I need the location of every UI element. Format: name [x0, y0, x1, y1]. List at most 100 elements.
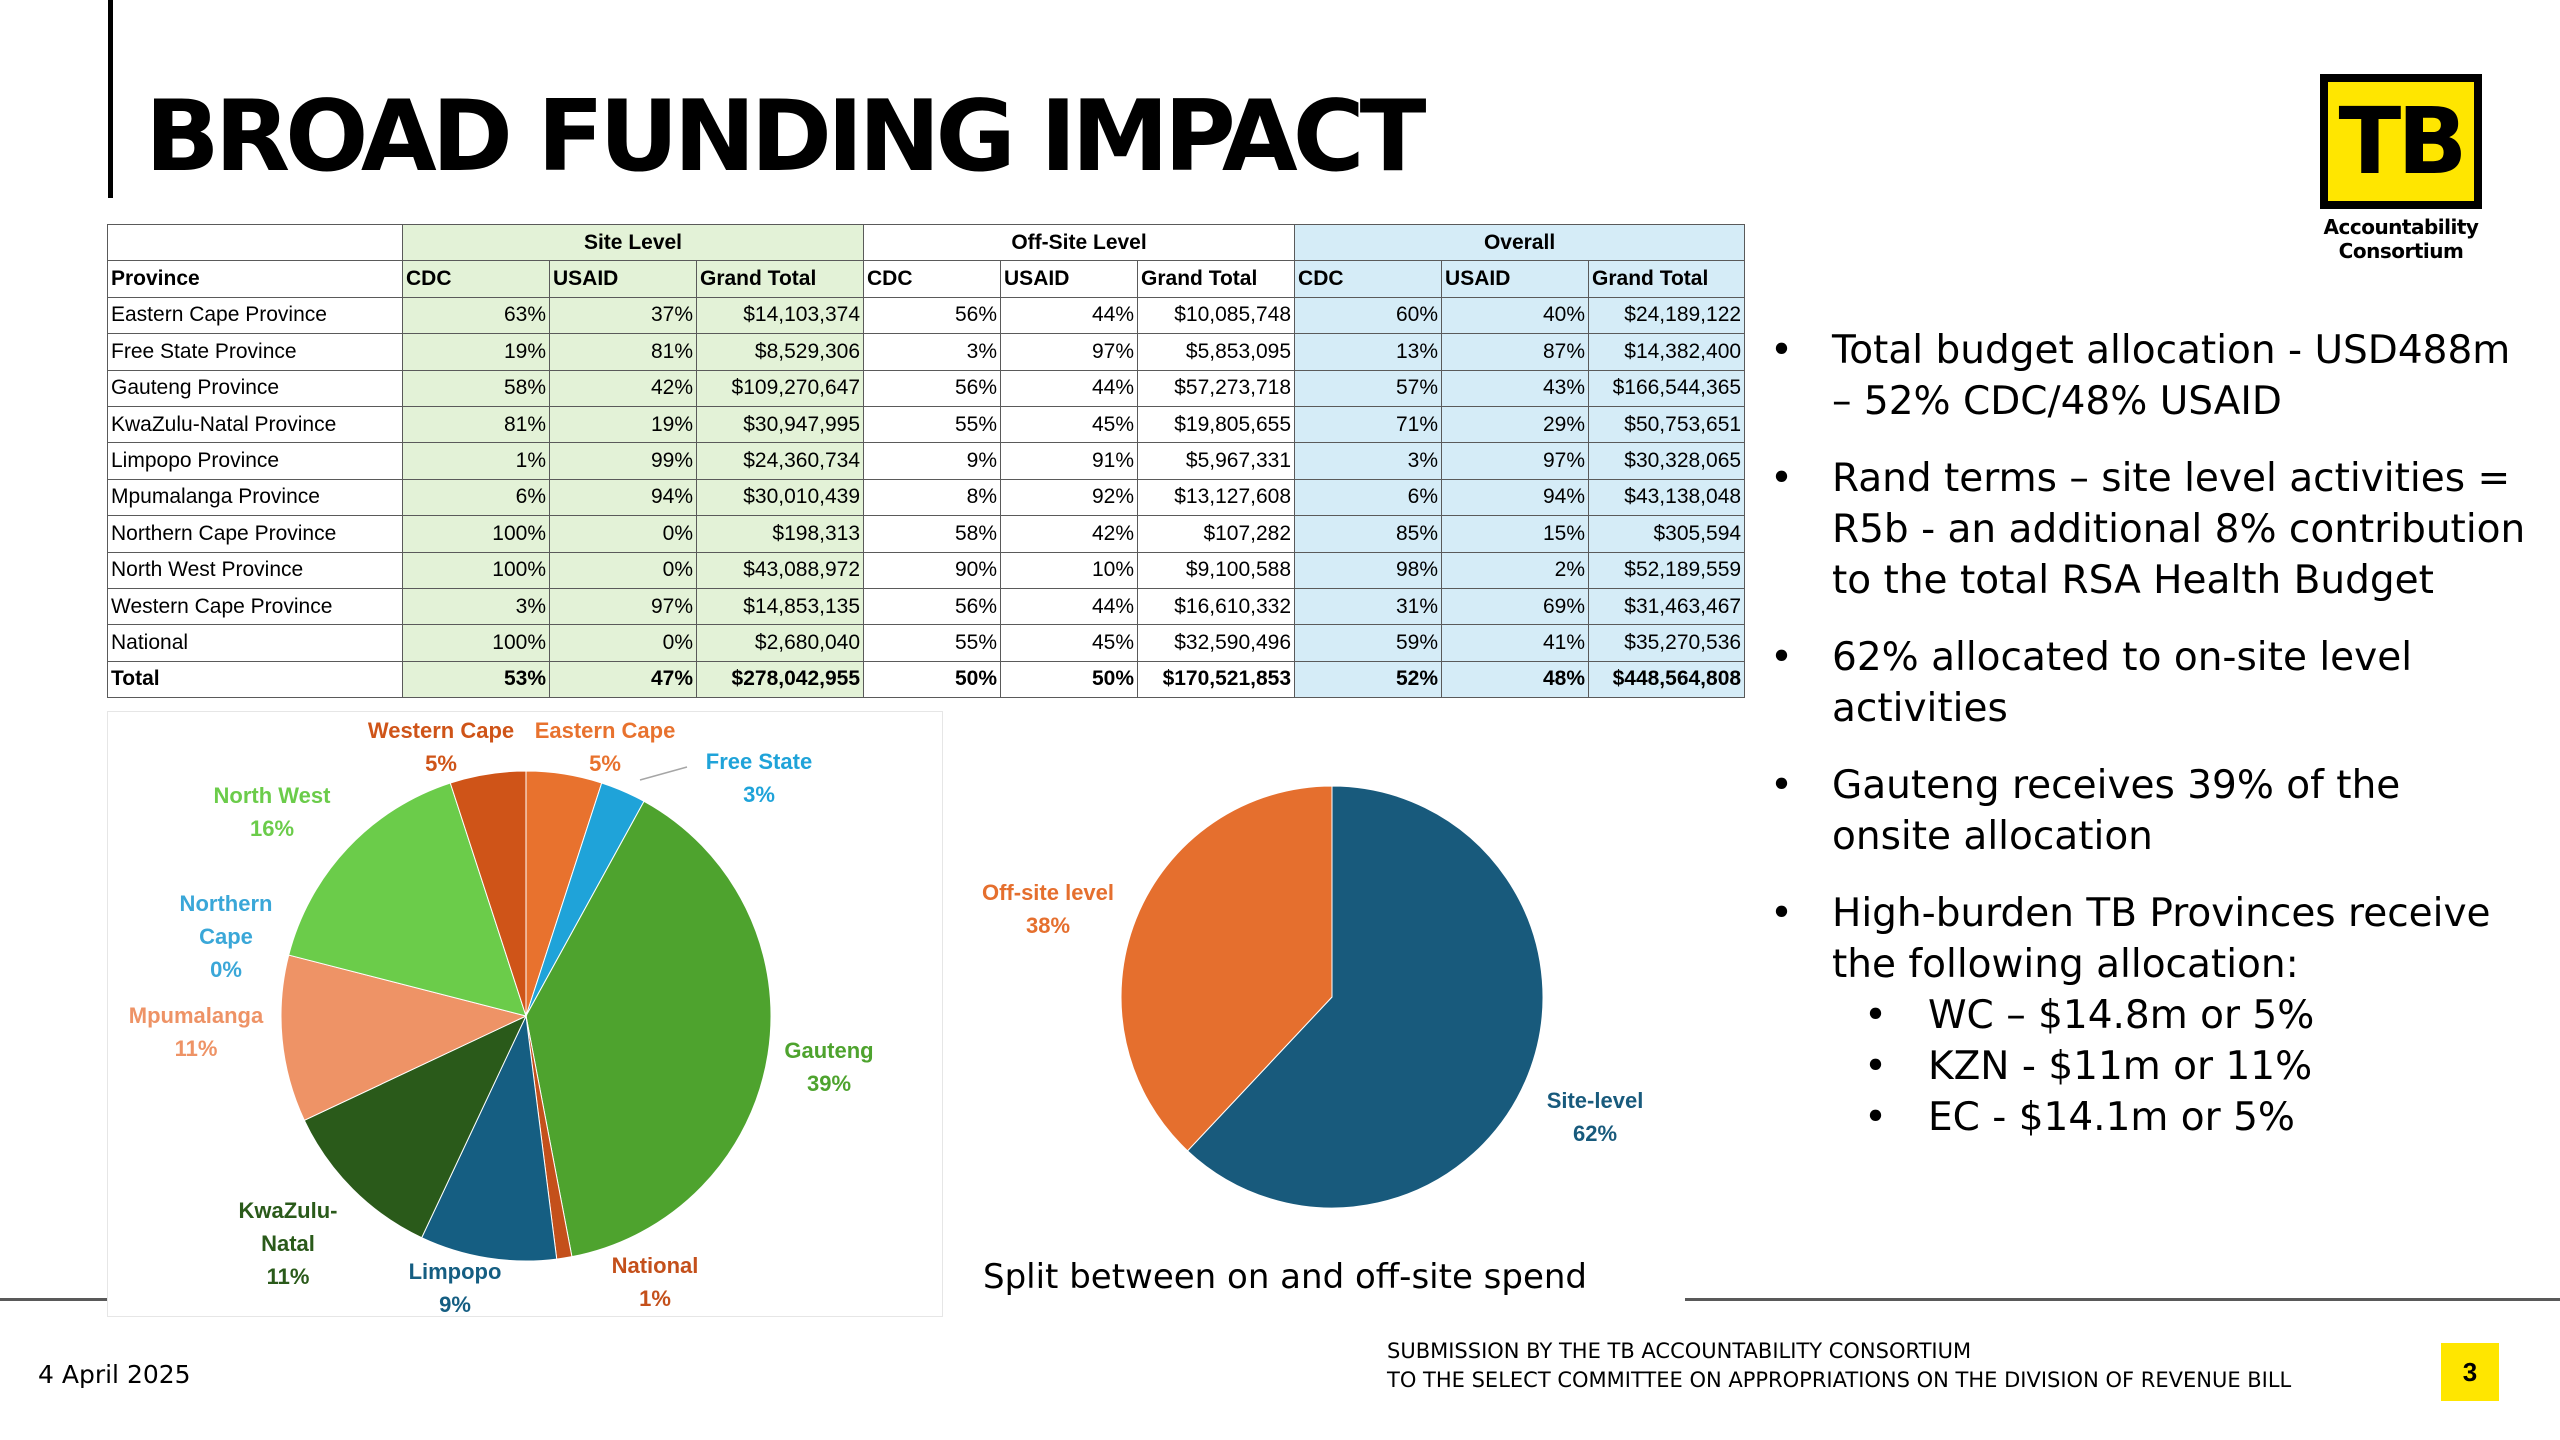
header-overall-usaid: USAID [1441, 260, 1590, 298]
value-cell: 19% [549, 405, 697, 444]
value-cell: 58% [863, 515, 1002, 553]
pie-label-line: Limpopo [408, 1259, 502, 1284]
pie-slice-off-site-level [1120, 785, 1333, 1152]
value-cell: 6% [402, 478, 550, 517]
funding-table: Site Level Off-Site Level Overall Provin… [107, 223, 1746, 699]
value-cell: $107,282 [1137, 515, 1296, 553]
value-cell: $5,853,095 [1137, 333, 1296, 371]
table-header-row: Province CDC USAID Grand Total CDC USAID… [107, 260, 1746, 298]
footer-divider-right [1685, 1298, 2560, 1301]
value-cell: 48% [1441, 660, 1590, 699]
value-cell: 42% [549, 369, 697, 407]
value-cell: 40% [1441, 296, 1590, 335]
value-cell: 44% [1000, 587, 1139, 626]
header-offsite-usaid: USAID [1000, 260, 1139, 298]
page-number: 3 [2441, 1343, 2499, 1401]
group-site-level: Site Level [401, 223, 865, 262]
logo-line-1: Accountability [2323, 215, 2479, 239]
value-cell: $8,529,306 [695, 333, 865, 371]
footer-line-1: SUBMISSION BY THE TB ACCOUNTABILITY CONS… [1387, 1339, 1972, 1363]
value-cell: $57,273,718 [1137, 369, 1296, 407]
tb-consortium-logo: TB Accountability Consortium [2320, 74, 2482, 263]
onsite-offsite-pie-panel: Site-level 62% Off-site level 38% [943, 711, 1685, 1317]
value-cell: 59% [1294, 624, 1443, 662]
province-pie-chart [280, 766, 772, 1262]
value-cell: 47% [549, 660, 697, 699]
pie-label-line: 62% [1572, 1121, 1618, 1146]
pie-label-line: Northern [179, 891, 273, 916]
value-cell: 97% [1000, 333, 1139, 371]
value-cell: 100% [402, 515, 550, 553]
sub-bullet-item: EC - $14.1m or 5% [1864, 1092, 2530, 1143]
pie-label-line: Site-level [1546, 1088, 1644, 1113]
high-burden-sub-list: WC – $14.8m or 5% KZN - $11m or 11% EC -… [1832, 990, 2530, 1143]
province-cell: North West Province [107, 551, 403, 589]
pie-label-eastern-cape: Eastern Cape 5% [535, 714, 676, 780]
header-site-usaid: USAID [549, 260, 697, 298]
value-cell: $198,313 [695, 515, 865, 553]
value-cell: $109,270,647 [695, 369, 865, 407]
value-cell: 0% [549, 551, 697, 589]
table-group-header-row: Site Level Off-Site Level Overall [107, 223, 1746, 262]
province-cell: Western Cape Province [107, 587, 403, 626]
value-cell: 87% [1441, 333, 1590, 371]
group-off-site-level: Off-Site Level [863, 223, 1296, 262]
bullet-item: Total budget allocation - USD488m – 52% … [1770, 325, 2530, 427]
pie-label-line: KwaZulu- [238, 1198, 338, 1223]
pie-slice-north-west [288, 782, 527, 1017]
value-cell: 2% [1441, 551, 1590, 589]
value-cell: 37% [549, 296, 697, 335]
value-cell: 69% [1441, 587, 1590, 626]
value-cell: 60% [1294, 296, 1443, 335]
value-cell: 6% [1294, 478, 1443, 517]
pie-chart-caption: Split between on and off-site spend [983, 1257, 1588, 1297]
pie-label-line: Mpumalanga [128, 1003, 264, 1028]
value-cell: 42% [1000, 515, 1139, 553]
value-cell: $30,328,065 [1588, 442, 1746, 480]
table-row: North West Province 100% 0% $43,088,972 90% 1… [107, 551, 1746, 589]
table-row: Western Cape Province 3% 97% $14,853,135 56%… [107, 587, 1746, 626]
value-cell: 57% [1294, 369, 1443, 407]
value-cell: 1% [402, 442, 550, 480]
slide-title: BROAD FUNDING IMPACT [145, 80, 1426, 194]
value-cell: 10% [1000, 551, 1139, 589]
value-cell: 55% [863, 624, 1002, 662]
value-cell: $43,088,972 [695, 551, 865, 589]
pie-label-limpopo: Limpopo 9% [409, 1255, 502, 1321]
value-cell: $16,610,332 [1137, 587, 1296, 626]
title-accent-bar [108, 0, 113, 198]
table-row: KwaZulu-Natal Province 81% 19% $30,947,995 5… [107, 405, 1746, 444]
pie-label-line: Cape [199, 924, 253, 949]
header-overall-cdc: CDC [1294, 260, 1443, 298]
pie-label-gauteng: Gauteng 39% [784, 1034, 873, 1100]
pie-label-line: Gauteng [784, 1038, 874, 1063]
value-cell: $19,805,655 [1137, 405, 1296, 444]
pie-label-free-state: Free State 3% [706, 745, 812, 811]
pie-slice-kwazulu-natal [303, 1014, 528, 1239]
value-cell: 97% [549, 587, 697, 626]
header-offsite-cdc: CDC [863, 260, 1002, 298]
value-cell: 0% [549, 624, 697, 662]
bullet-item: 62% allocated to on-site level activitie… [1770, 632, 2530, 734]
value-cell: 9% [863, 442, 1002, 480]
value-cell: $24,189,122 [1588, 296, 1746, 335]
pie-label-line: 38% [1025, 913, 1071, 938]
value-cell: 29% [1441, 405, 1590, 444]
pie-label-line: 3% [743, 782, 775, 807]
value-cell: $52,189,559 [1588, 551, 1746, 589]
value-cell: 98% [1294, 551, 1443, 589]
value-cell: 100% [402, 624, 550, 662]
header-offsite-grand-total: Grand Total [1137, 260, 1296, 298]
pie-label-site-level: Site-level 62% [1547, 1084, 1644, 1150]
table-row: Free State Province 19% 81% $8,529,306 3% 97%… [107, 333, 1746, 371]
header-overall-grand-total: Grand Total [1588, 260, 1746, 298]
value-cell: 3% [863, 333, 1002, 371]
pie-label-line: Off-site level [981, 880, 1115, 905]
value-cell: 81% [402, 405, 550, 444]
province-cell: KwaZulu-Natal Province [107, 405, 403, 444]
value-cell: $50,753,651 [1588, 405, 1746, 444]
value-cell: 55% [863, 405, 1002, 444]
value-cell: 100% [402, 551, 550, 589]
header-province: Province [107, 260, 403, 298]
value-cell: $9,100,588 [1137, 551, 1296, 589]
